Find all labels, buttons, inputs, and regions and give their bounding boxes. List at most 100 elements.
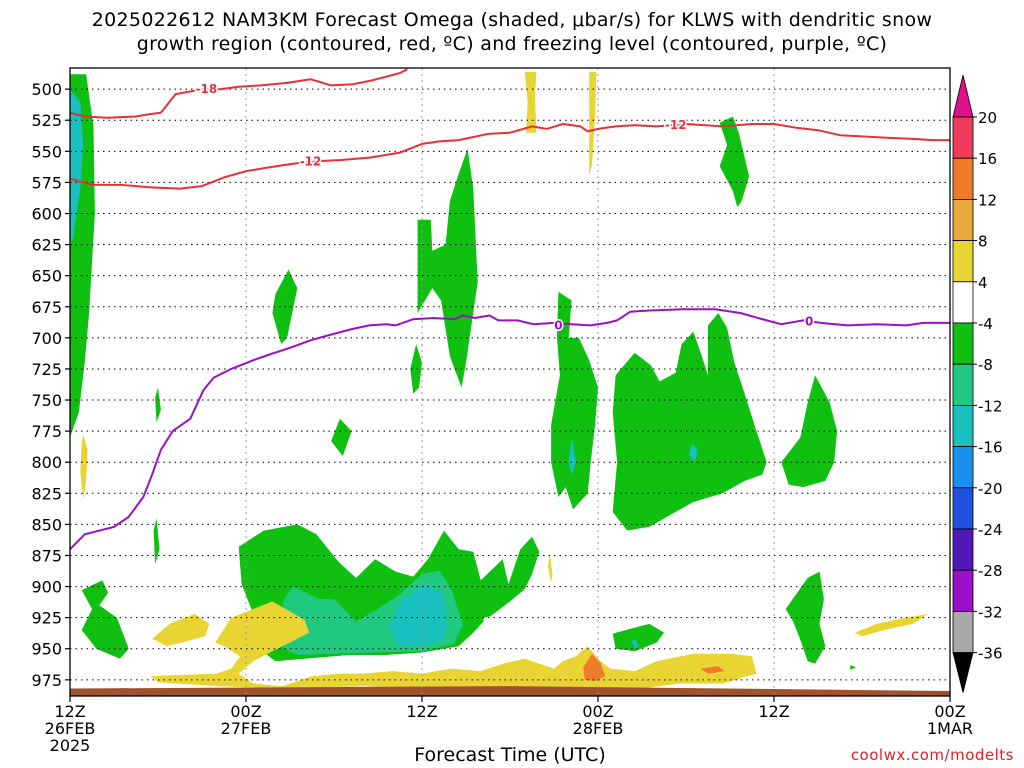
omega-region-18 xyxy=(688,443,698,463)
omega-region-8 xyxy=(417,148,478,388)
x-tick-label-60-0: 00Z xyxy=(934,702,965,721)
omega-region-28 xyxy=(524,71,537,133)
omega-region-23 xyxy=(785,571,826,664)
omega-region-1 xyxy=(70,89,84,245)
omega-region-9 xyxy=(410,344,422,394)
colorbar-label-2: 12 xyxy=(978,191,997,209)
contour--12-2 xyxy=(70,123,950,190)
omega-region-25 xyxy=(150,601,757,689)
x-tick-label-0-1: 26FEB xyxy=(45,719,96,738)
contour--18-0 xyxy=(160,68,408,114)
x-axis-label: Forecast Time (UTC) xyxy=(414,744,606,766)
omega-region-2 xyxy=(80,434,88,500)
omega-region-4 xyxy=(155,387,161,423)
x-tick-label-36-1: 28FEB xyxy=(573,719,624,738)
y-tick-label-650: 650 xyxy=(31,267,62,286)
colorbar-label-12: -32 xyxy=(978,603,1003,621)
omega-region-20 xyxy=(719,116,750,208)
omega-shading-layer xyxy=(70,71,950,696)
colorbar-label-8: -16 xyxy=(978,439,1003,457)
colorbar-bin-2 xyxy=(952,198,974,241)
omega-region-3 xyxy=(81,580,129,659)
colorbar-bin-12 xyxy=(952,611,974,654)
contour-label-3-0: 0 xyxy=(554,318,562,332)
contour-0-3 xyxy=(70,308,950,550)
y-tick-label-900: 900 xyxy=(31,578,62,597)
y-tick-label-725: 725 xyxy=(31,360,62,379)
colorbar-label-10: -24 xyxy=(978,521,1003,539)
colorbar-bottom-arrow xyxy=(952,652,974,693)
omega-region-7 xyxy=(331,418,352,456)
y-tick-label-575: 575 xyxy=(31,173,62,192)
colorbar: 20 16 12 8 4 -4 -8 -12 -16 -20 -24 -28 -32 -36 xyxy=(952,74,1003,693)
omega-region-26 xyxy=(152,613,210,647)
omega-region-29 xyxy=(589,71,597,177)
omega-region-14 xyxy=(551,291,598,510)
x-tick-label-24-0: 12Z xyxy=(406,702,437,721)
colorbar-bin-0 xyxy=(952,116,974,159)
x-tick-label-36-0: 00Z xyxy=(582,702,613,721)
chart-title-line-1: 2025022612 NAM3KM Forecast Omega (shaded… xyxy=(91,9,933,31)
omega-region-30 xyxy=(583,653,606,682)
x-tick-label-0-2: 2025 xyxy=(50,736,91,755)
omega-region-31 xyxy=(700,666,725,674)
omega-region-17 xyxy=(612,313,767,531)
colorbar-bin-7 xyxy=(952,404,974,447)
y-tick-label-800: 800 xyxy=(31,453,62,472)
x-tick-label-12-1: 27FEB xyxy=(221,719,272,738)
y-tick-label-950: 950 xyxy=(31,640,62,659)
colorbar-bin-9 xyxy=(952,487,974,530)
y-tick-label-600: 600 xyxy=(31,204,62,223)
colorbar-label-9: -20 xyxy=(978,480,1003,498)
colorbar-label-4: 4 xyxy=(978,274,988,292)
y-tick-label-675: 675 xyxy=(31,298,62,317)
y-tick-label-500: 500 xyxy=(31,80,62,99)
y-tick-label-925: 925 xyxy=(31,609,62,628)
contour--12-1 xyxy=(70,111,162,119)
colorbar-bin-4 xyxy=(952,281,974,324)
chart-title-line-2: growth region (contoured, red, ºC) and f… xyxy=(136,33,888,55)
colorbar-bin-3 xyxy=(952,240,974,283)
pressure-axis: 500 525 550 575 600 625 650 675 700 725 750 775 800 8… xyxy=(31,80,70,690)
x-tick-label-60-1: 1MAR xyxy=(927,719,973,738)
x-tick-label-0-0: 12Z xyxy=(54,702,85,721)
contour-label-2-0: -12 xyxy=(300,154,322,168)
colorbar-label-13: -36 xyxy=(978,645,1003,663)
colorbar-label-7: -12 xyxy=(978,397,1003,415)
y-tick-label-850: 850 xyxy=(31,515,62,534)
y-tick-label-625: 625 xyxy=(31,236,62,255)
colorbar-bin-11 xyxy=(952,569,974,612)
colorbar-bin-10 xyxy=(952,528,974,571)
x-tick-label-48-0: 12Z xyxy=(758,702,789,721)
colorbar-top-arrow xyxy=(952,74,974,118)
colorbar-label-11: -28 xyxy=(978,562,1003,580)
colorbar-label-0: 20 xyxy=(978,109,997,127)
colorbar-bin-6 xyxy=(952,363,974,406)
grid-layer xyxy=(70,68,950,696)
colorbar-bin-5 xyxy=(952,322,974,365)
x-tick-label-12-0: 00Z xyxy=(230,702,261,721)
y-tick-label-825: 825 xyxy=(31,484,62,503)
omega-region-19 xyxy=(781,375,838,488)
colorbar-bin-1 xyxy=(952,157,974,200)
y-tick-label-775: 775 xyxy=(31,422,62,441)
colorbar-bin-8 xyxy=(952,446,974,489)
contour-layer: -18 -12 -12 0 0 xyxy=(70,68,950,550)
y-tick-label-525: 525 xyxy=(31,111,62,130)
omega-region-16 xyxy=(548,553,553,583)
omega-region-5 xyxy=(153,518,160,565)
omega-region-22 xyxy=(631,638,640,649)
colorbar-label-3: 8 xyxy=(978,233,988,251)
omega-region-21 xyxy=(612,623,664,652)
y-tick-label-750: 750 xyxy=(31,391,62,410)
colorbar-label-5: -4 xyxy=(978,315,993,333)
y-tick-label-550: 550 xyxy=(31,142,62,161)
y-tick-label-975: 975 xyxy=(31,671,62,690)
y-tick-label-700: 700 xyxy=(31,329,62,348)
omega-region-15 xyxy=(568,437,576,475)
terrain-band xyxy=(70,686,950,696)
contour-label-0-0: -18 xyxy=(196,82,218,96)
omega-region-27 xyxy=(854,613,928,637)
colorbar-label-1: 16 xyxy=(978,150,997,168)
